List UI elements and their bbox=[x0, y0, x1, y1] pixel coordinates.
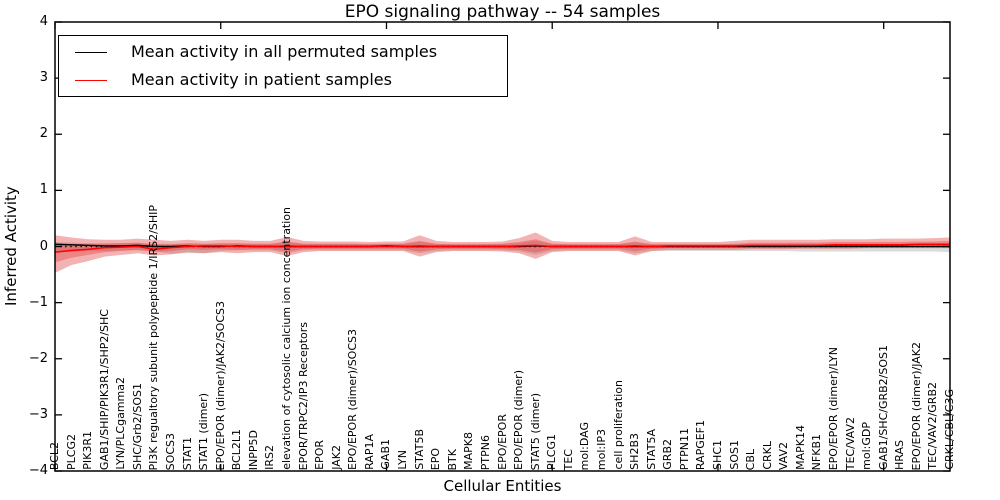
y-tick-label: −3 bbox=[28, 406, 48, 422]
black-line-sample-icon bbox=[75, 51, 107, 53]
x-tick-label: PLCG1 bbox=[545, 434, 559, 470]
x-tick-label: INPP5D bbox=[246, 429, 260, 470]
y-tick-label: 4 bbox=[39, 14, 48, 29]
y-tick-label: 0 bbox=[39, 238, 48, 254]
x-tick-label: BTK bbox=[445, 448, 459, 470]
x-axis-label: Cellular Entities bbox=[443, 477, 562, 495]
x-tick-label: STAT1 bbox=[180, 436, 194, 470]
x-tick-label: CRKL/CBL/C3G bbox=[943, 389, 956, 470]
x-tick-label: EPO/EPOR (dimer)/JAK2/SOCS3 bbox=[213, 300, 227, 470]
x-tick-label: BCL2L1 bbox=[230, 428, 244, 470]
x-tick-label: SOS1 bbox=[727, 440, 741, 470]
legend: Mean activity in all permuted samples Me… bbox=[58, 35, 508, 97]
x-tick-label: RAPGEF1 bbox=[694, 419, 708, 470]
x-tick-label: cell proliferation bbox=[611, 380, 625, 470]
x-tick-label: PTPN6 bbox=[478, 434, 492, 470]
x-tick-label: EPO/EPOR (dimer)/LYN bbox=[826, 346, 840, 470]
x-tick-label: LYN/PLCgamma2 bbox=[114, 377, 128, 470]
y-tick-label: 2 bbox=[39, 126, 48, 142]
y-tick-label: −1 bbox=[28, 294, 48, 310]
x-tick-label: STAT5 (dimer) bbox=[528, 392, 542, 470]
x-tick-label: PTPN11 bbox=[677, 427, 691, 470]
x-tick-label: EPOR/TRPC2/IP3 Receptors bbox=[296, 321, 310, 470]
x-tick-label: NFKB1 bbox=[810, 433, 824, 470]
x-tick-label: STAT5A bbox=[644, 429, 658, 470]
x-tick-label: SH2B3 bbox=[628, 433, 642, 470]
x-tick-label: GAB1/SHC/GRB2/SOS1 bbox=[876, 345, 890, 470]
x-tick-label: VAV2 bbox=[777, 441, 791, 470]
x-tick-label: mol:GDP bbox=[860, 422, 874, 470]
x-tick-label: CBL bbox=[744, 448, 758, 470]
x-tick-label: GAB1/SHIP/PIK3R1/SHP2/SHC bbox=[97, 308, 111, 470]
x-tick-label: GRB2 bbox=[661, 439, 675, 470]
legend-item-patient: Mean activity in patient samples bbox=[75, 69, 507, 91]
x-tick-label: PLCG2 bbox=[64, 434, 78, 470]
legend-label: Mean activity in patient samples bbox=[131, 70, 392, 89]
x-tick-label: EPO/EPOR (dimer)/SOCS3 bbox=[346, 329, 360, 470]
x-tick-label: mol:IP3 bbox=[594, 428, 608, 470]
x-tick-label: HRAS bbox=[893, 440, 907, 470]
x-tick-label: EPO bbox=[429, 447, 443, 470]
x-tick-label: EPO/EPOR bbox=[495, 414, 509, 470]
chart-title: EPO signaling pathway -- 54 samples bbox=[344, 2, 661, 22]
x-tick-label: MAPK8 bbox=[462, 432, 476, 470]
x-tick-label: GAB1 bbox=[379, 439, 393, 470]
x-tick-label: TEC/VAV2/GRB2 bbox=[926, 382, 940, 470]
x-tick-label: CRKL bbox=[760, 441, 774, 470]
y-tick-label: −4 bbox=[28, 463, 48, 478]
y-tick-label: −2 bbox=[28, 350, 48, 366]
x-tick-label: STAT1 (dimer) bbox=[197, 392, 211, 470]
x-tick-label: SHC/Grb2/SOS1 bbox=[130, 383, 144, 470]
x-tick-label: EPO/EPOR (dimer) bbox=[512, 370, 526, 470]
patient-samples-range-inner-band bbox=[55, 239, 950, 263]
x-tick-label: SOCS3 bbox=[164, 432, 178, 470]
x-tick-label: EPO/EPOR (dimer)/JAK2 bbox=[909, 341, 923, 470]
x-tick-label: RAP1A bbox=[362, 434, 376, 470]
x-tick-label: IRS2 bbox=[263, 445, 277, 470]
x-tick-label: SHC1 bbox=[710, 440, 724, 470]
x-tick-label: TEC bbox=[561, 448, 575, 470]
x-tick-label: PIK3R1 bbox=[81, 431, 95, 470]
legend-label: Mean activity in all permuted samples bbox=[131, 42, 438, 61]
x-tick-label: EPOR bbox=[313, 440, 327, 470]
y-tick-label: 1 bbox=[39, 182, 48, 198]
legend-item-permuted: Mean activity in all permuted samples bbox=[75, 41, 507, 63]
y-tick-label: 3 bbox=[39, 70, 48, 86]
patient-samples-range-outer-band bbox=[55, 232, 950, 273]
x-tick-label: MAPK14 bbox=[793, 425, 807, 470]
patient-mean-line bbox=[54, 243, 950, 253]
x-tick-label: STAT5B bbox=[412, 429, 426, 470]
x-tick-label: BCL2 bbox=[48, 441, 61, 470]
x-tick-label: TEC/VAV2 bbox=[843, 416, 857, 470]
x-tick-label: LYN bbox=[396, 450, 410, 470]
x-tick-label: elevation of cytosolic calcium ion conce… bbox=[280, 207, 294, 470]
permuted-samples-range-band bbox=[55, 240, 950, 255]
x-tick-label: PI3K regualtory subunit polypeptide 1/IR… bbox=[147, 204, 161, 471]
red-line-sample-icon bbox=[75, 79, 107, 81]
x-tick-label: mol:DAG bbox=[578, 421, 592, 470]
x-tick-label: JAK2 bbox=[329, 445, 343, 470]
